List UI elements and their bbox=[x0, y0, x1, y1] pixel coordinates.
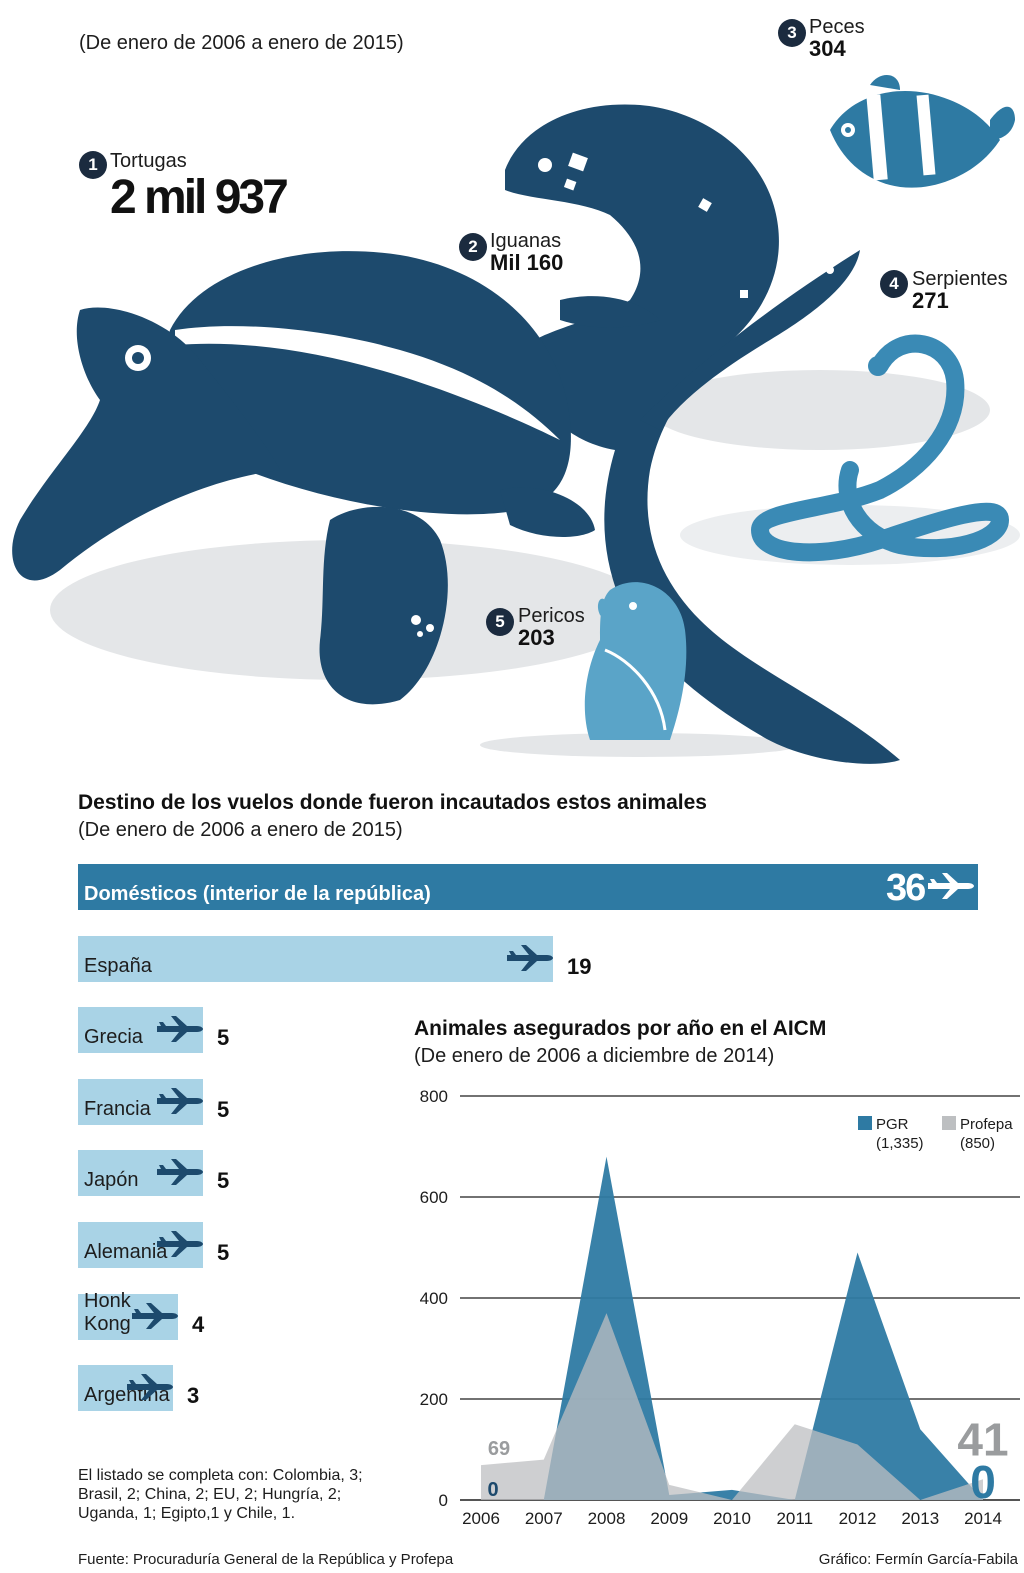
flight-bar: Japón bbox=[78, 1150, 203, 1197]
x-tick-label: 2010 bbox=[713, 1509, 751, 1528]
flight-bar-value: 5 bbox=[217, 1025, 230, 1051]
flight-bar-label: Honk Kong bbox=[84, 1289, 131, 1335]
x-tick-label: 2014 bbox=[964, 1509, 1002, 1528]
x-tick-label: 2013 bbox=[901, 1509, 939, 1528]
top-period: (De enero de 2006 a enero de 2015) bbox=[79, 32, 404, 54]
flight-bar: Alemania bbox=[78, 1222, 203, 1268]
rank-badge: 4 bbox=[880, 270, 908, 298]
rank-badge: 3 bbox=[778, 19, 806, 47]
airplane-icon bbox=[928, 873, 974, 899]
animal-name: Pericos bbox=[518, 605, 585, 627]
flight-bar-value: 19 bbox=[567, 953, 592, 979]
rank-badge: 2 bbox=[459, 233, 487, 261]
legend-label: Profepa bbox=[960, 1116, 1013, 1133]
airplane-icon bbox=[127, 1374, 173, 1401]
y-tick-label: 800 bbox=[420, 1087, 448, 1106]
flight-bar-value: 5 bbox=[217, 1168, 230, 1194]
y-tick-label: 200 bbox=[420, 1390, 448, 1409]
y-tick-label: 600 bbox=[420, 1188, 448, 1207]
animal-name: Peces bbox=[809, 16, 865, 38]
x-tick-label: 2012 bbox=[839, 1509, 877, 1528]
data-label: 41 bbox=[957, 1413, 1008, 1465]
flight-bar-label: Grecia bbox=[84, 1026, 143, 1049]
flight-bar-label: Alemania bbox=[84, 1241, 168, 1263]
airplane-icon bbox=[157, 1159, 203, 1186]
airplane-icon bbox=[507, 944, 553, 971]
snake-icon bbox=[750, 334, 1010, 562]
x-tick-label: 2008 bbox=[588, 1509, 626, 1528]
animal-count: 2 mil 937 bbox=[110, 171, 289, 224]
flight-bar-value: 5 bbox=[217, 1240, 230, 1265]
airplane-icon bbox=[157, 1231, 203, 1257]
iguana-shadow bbox=[650, 370, 990, 450]
parrot-shadow bbox=[480, 733, 800, 757]
flight-bar-label: Japón bbox=[84, 1169, 139, 1192]
flight-bar: Domésticos (interior de la república) bbox=[78, 864, 978, 910]
flight-bar-value: 5 bbox=[217, 1096, 230, 1122]
x-tick-label: 2011 bbox=[776, 1509, 813, 1528]
x-tick-label: 2007 bbox=[525, 1509, 563, 1528]
parrot-icon bbox=[584, 582, 687, 740]
flight-bar-label: Domésticos (interior de la república) bbox=[84, 883, 431, 905]
fish-icon bbox=[830, 74, 1015, 188]
legend-swatch bbox=[858, 1116, 872, 1130]
animal-name: Serpientes bbox=[912, 268, 1008, 290]
airplane-icon bbox=[132, 1302, 178, 1329]
animal-name: Iguanas bbox=[490, 230, 562, 252]
data-label: 69 bbox=[488, 1438, 510, 1460]
area-chart: 0 200 400 600 800 2006 2007 2008 2009 2010 2011 201… bbox=[420, 1087, 1020, 1528]
x-tick-label: 2009 bbox=[650, 1509, 688, 1528]
flight-bar: Francia bbox=[78, 1078, 203, 1125]
animal-count: Mil 160 bbox=[490, 250, 564, 275]
rank-badge: 5 bbox=[486, 608, 514, 636]
turtle-icon bbox=[12, 251, 595, 705]
flight-bar-value: 36 bbox=[886, 867, 926, 909]
source-text: Fuente: Procuraduría General de la Repúb… bbox=[78, 1551, 454, 1568]
chart-title: Animales asegurados por año en el AICM bbox=[414, 1017, 827, 1040]
flight-bar-value: 4 bbox=[192, 1311, 205, 1337]
flight-bar-value: 3 bbox=[187, 1383, 200, 1409]
legend-swatch bbox=[942, 1116, 956, 1130]
iguana-icon bbox=[505, 104, 900, 764]
animal-illustration bbox=[12, 74, 1020, 764]
legend-total: (850) bbox=[960, 1135, 995, 1152]
data-label: 0 bbox=[970, 1456, 996, 1508]
legend-total: (1,335) bbox=[876, 1135, 924, 1152]
airplane-icon bbox=[157, 1087, 203, 1114]
flight-bar-label: España bbox=[84, 954, 152, 977]
y-tick-label: 400 bbox=[420, 1289, 448, 1308]
flight-bar: Grecia bbox=[78, 1007, 203, 1054]
flight-bar-label: Francia bbox=[84, 1097, 151, 1120]
area-series-profepa bbox=[481, 1313, 983, 1500]
x-tick-label: 2006 bbox=[462, 1509, 500, 1528]
chart-subtitle: (De enero de 2006 a diciembre de 2014) bbox=[414, 1045, 775, 1067]
animal-count: 271 bbox=[912, 288, 949, 313]
y-tick-label: 0 bbox=[439, 1491, 448, 1510]
flight-bar: Argentina bbox=[78, 1365, 173, 1412]
animal-count: 304 bbox=[809, 36, 846, 61]
airplane-icon bbox=[157, 1016, 203, 1043]
flight-bar: España bbox=[78, 935, 553, 982]
animal-name: Tortugas bbox=[110, 150, 187, 172]
legend-label: PGR bbox=[876, 1116, 909, 1133]
credit-text: Gráfico: Fermín García-Fabila bbox=[818, 1551, 1018, 1568]
animal-count: 203 bbox=[518, 625, 555, 650]
rank-badge: 1 bbox=[79, 151, 107, 179]
flights-title: Destino de los vuelos donde fueron incau… bbox=[78, 791, 707, 814]
data-label: 0 bbox=[487, 1479, 498, 1501]
flights-note: El listado se completa con: Colombia, 3;… bbox=[78, 1467, 363, 1522]
flights-period: (De enero de 2006 a enero de 2015) bbox=[78, 819, 403, 841]
flight-bar: Honk Kong bbox=[78, 1290, 178, 1340]
